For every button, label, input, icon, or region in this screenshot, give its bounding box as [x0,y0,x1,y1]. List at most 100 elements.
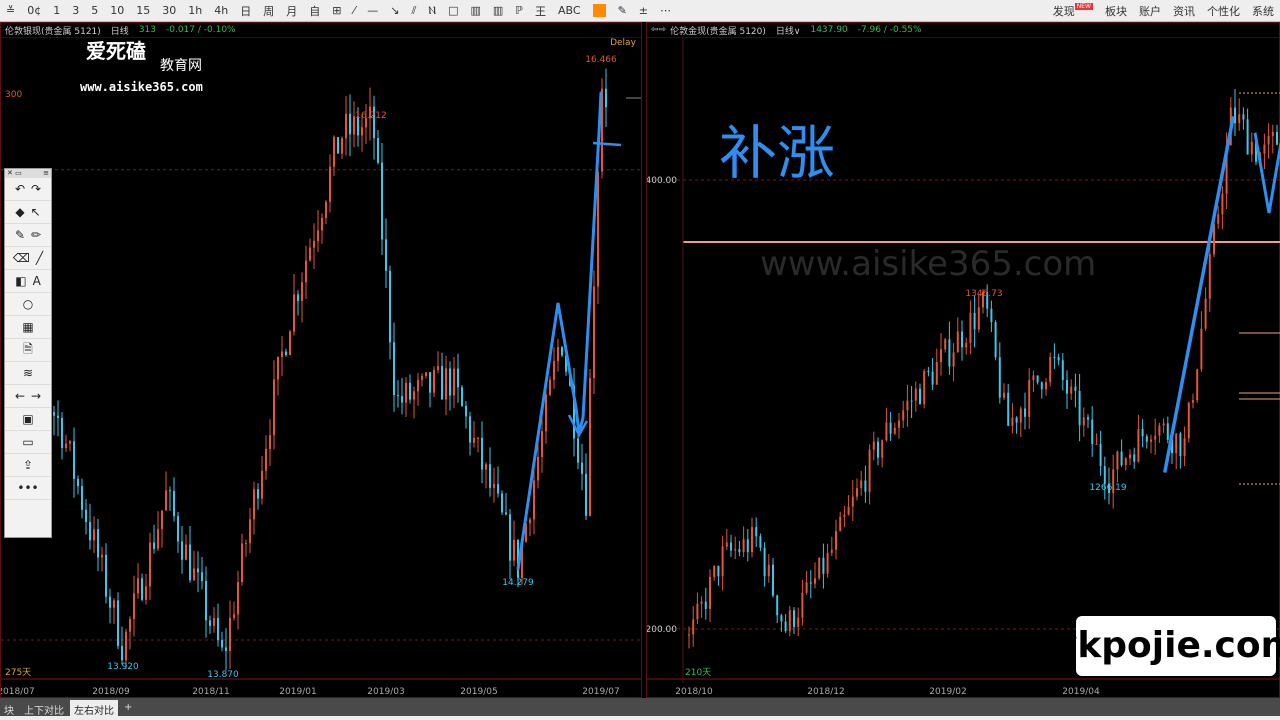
right-chart-pane[interactable]: ⇦⇨ 伦敦金现(贵金属 5120) 日线∨ 1437.90 -7.96 / -0… [646,22,1280,698]
symbol-title[interactable]: 伦敦银现(贵金属 5121) [5,26,101,37]
drawing-tool-icon[interactable]: ▣ [22,412,34,426]
toolbar-button[interactable]: 自 [309,4,321,18]
menu-item[interactable]: 系统 [1246,3,1280,19]
toolbar-button[interactable]: ↘ [390,4,400,17]
drawing-tool-icon[interactable]: ← [14,389,25,403]
candle [245,542,247,544]
right-chart-header: ⇦⇨ 伦敦金现(贵金属 5120) 日线∨ 1437.90 -7.96 / -0… [647,23,1279,38]
menu-item[interactable]: 资讯 [1167,3,1201,19]
drawing-tool-icon[interactable]: ↖ [30,205,41,219]
menu-item[interactable]: 板块 [1099,3,1133,19]
drawing-tool-icon[interactable]: → [31,389,42,403]
drawbar-row: 🗎 [5,339,51,362]
drawing-tool-icon[interactable]: ▦ [22,320,34,334]
candle [249,519,251,543]
candle [561,347,563,356]
toolbar-button[interactable]: □ [448,4,459,17]
bottom-tab[interactable]: 块 [4,705,14,717]
period-select[interactable]: 日线 [110,26,129,37]
candle [157,529,159,549]
toolbar-button[interactable]: ABC [558,4,581,17]
candle [501,493,503,513]
candle [529,519,531,524]
candle [1091,419,1094,444]
candle [1066,380,1068,394]
candle [1225,145,1228,194]
toolbar-button[interactable]: ≚ [6,4,16,17]
toolbar-button[interactable]: 0¢ [27,4,42,17]
candle [1221,193,1224,215]
drawing-tool-icon[interactable]: ╱ [35,251,44,265]
color-swatch[interactable] [592,4,606,17]
toolbar-button[interactable]: ⋯ [660,4,671,17]
drawbar-titlebar[interactable]: ✕ ▭ ≡ [5,169,51,178]
menu-item[interactable]: 账户 [1133,3,1167,19]
menu-item[interactable]: 个性化 [1201,3,1246,19]
toolbar-button[interactable]: 5 [91,4,99,17]
candle [381,162,383,240]
toolbar-button[interactable]: ⊞ [332,4,342,17]
drawing-tool-icon[interactable]: ✎ [14,228,25,242]
toolbar-button[interactable]: 周 [263,4,275,18]
drawing-tool-icon[interactable]: ○ [22,297,34,311]
toolbar-button[interactable]: ℙ [515,4,523,17]
drawing-tool-icon[interactable]: ◧ [15,274,27,288]
toolbar-button[interactable]: ⁄ [353,4,356,17]
drawing-tool-icon[interactable]: ◆ [15,205,25,219]
toolbar-button[interactable]: ⫽ [411,3,417,17]
toolbar-button[interactable]: 10 [110,4,125,17]
toolbar-button[interactable]: 30 [162,4,177,17]
drawing-tool-icon[interactable]: ↶ [14,182,25,196]
toolbar-button[interactable]: ± [638,4,648,17]
candle [401,396,403,403]
candle [125,631,127,661]
bottom-tab[interactable]: 左右对比 [70,699,118,719]
compare-toggle[interactable]: ⇦⇨ [651,25,667,35]
candle [393,342,395,396]
candle [1276,132,1278,145]
candle [589,378,591,516]
toolbar-button[interactable]: 月 [286,4,298,18]
period-select[interactable]: 日线∨ [775,26,801,37]
toolbar-button[interactable]: 1 [53,4,61,17]
left-candlestick-chart[interactable]: 16.466 16.212 13.920 13.870 14.279 300 Delay 27… [1,23,643,699]
drawing-tool-icon[interactable]: ▭ [22,435,34,449]
candle [257,489,259,499]
menu-item[interactable]: 发现 NEW [1047,2,1099,19]
toolbar-button[interactable]: 日 [240,4,252,18]
toolbar-button[interactable]: ✎ [617,4,627,17]
symbol-title[interactable]: 伦敦金现(贵金属 5120) [670,26,766,37]
bottom-tab[interactable]: + [124,701,133,713]
candle [373,106,375,139]
toolbar-button[interactable]: 4h [214,4,229,17]
toolbar-button[interactable]: 3 [72,4,80,17]
candle [297,294,299,301]
toolbar-button[interactable]: ▥ [492,4,504,17]
drawing-tool-icon[interactable]: 🗎 [23,341,33,356]
toolbar-button[interactable]: — [367,4,379,17]
left-chart-pane[interactable]: 伦敦银现(贵金属 5121) 日线 313 -0.017 / -0.10% 16… [0,22,642,698]
toolbar-button[interactable]: 王 [535,4,546,18]
candle [73,441,75,479]
drawing-tool-icon[interactable]: ⌫ [12,251,30,265]
candle [839,516,842,532]
drawing-tool-icon[interactable]: ✏ [31,228,42,242]
toolbar-button[interactable]: Ⲛ [428,3,437,17]
menu-label: 资讯 [1173,4,1195,18]
drawing-tool-icon[interactable]: ↷ [31,182,42,196]
candle [977,307,980,330]
drawing-tool-icon[interactable]: ≋ [22,366,34,380]
right-candlestick-chart[interactable]: 1400.00 1200.00 1346.73 1266.19 210天 2018/10 2… [647,23,1280,699]
high-label: 16.466 [585,55,617,65]
bottom-tab[interactable]: 上下对比 [24,705,64,717]
candle [437,366,439,370]
candle [961,331,963,348]
candle [301,282,303,301]
toolbar-button[interactable]: 15 [136,4,151,17]
drawing-tool-icon[interactable]: A [32,274,41,288]
drawing-tool-icon[interactable]: ⇪ [22,458,34,472]
drawing-tool-icon[interactable]: ••• [17,481,39,495]
candle [565,355,567,372]
toolbar-button[interactable]: 1h [188,4,203,17]
toolbar-button[interactable]: ▥ [470,4,481,17]
